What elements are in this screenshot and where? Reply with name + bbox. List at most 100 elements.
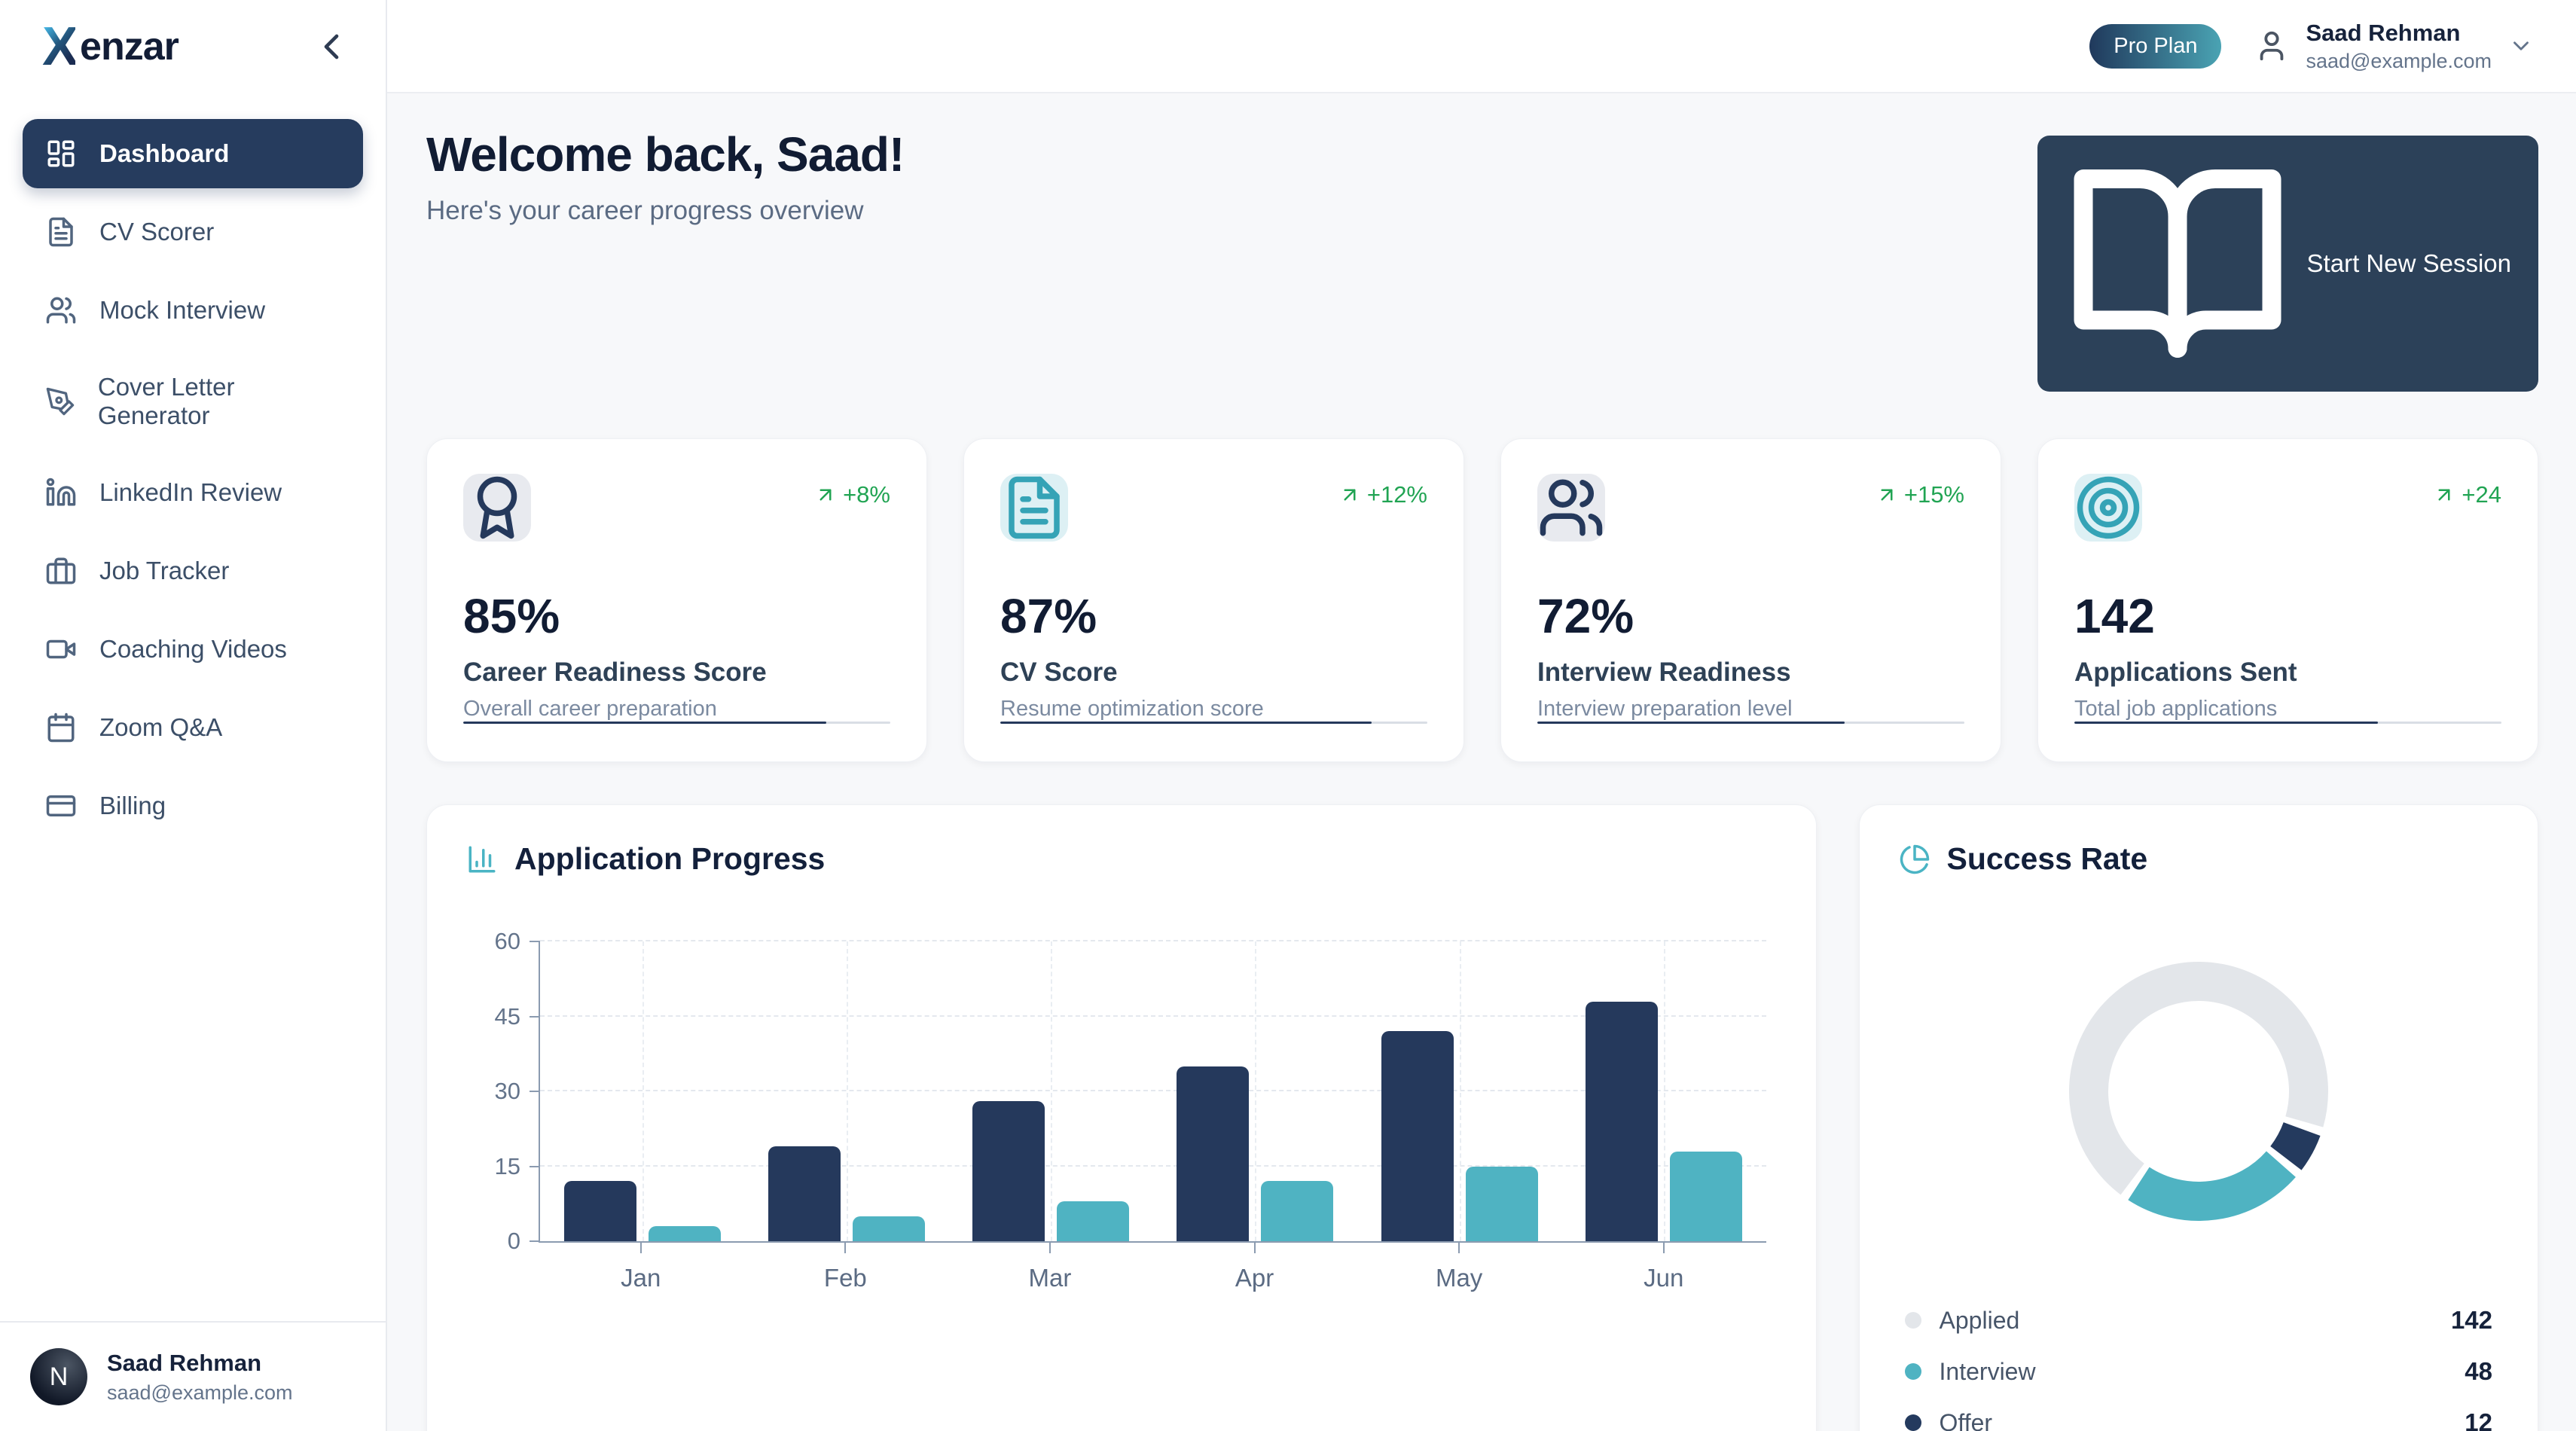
stat-progress-fill — [1000, 722, 1372, 724]
stat-value: 87% — [1000, 589, 1097, 643]
y-axis-tick-label: 30 — [494, 1078, 520, 1104]
x-axis-tick-label: Apr — [1235, 1264, 1274, 1292]
stat-value: 142 — [2074, 589, 2155, 643]
trend-value: +15% — [1903, 481, 1964, 508]
application-progress-card: Application Progress 0 15 30 45 60 Jan Feb Mar A… — [426, 804, 1817, 1431]
trend-value: +12% — [1366, 481, 1427, 508]
sidebar-nav: Dashboard CV Scorer Mock Interview Cover Le… — [0, 93, 386, 866]
bar-applications-jan — [563, 1181, 636, 1241]
pen-tool-icon — [45, 386, 75, 417]
profile-email: saad@example.com — [107, 1381, 293, 1404]
sidebar-item-dashboard[interactable]: Dashboard — [23, 119, 363, 188]
topbar-user-name: Saad Rehman — [2306, 19, 2461, 46]
users-icon — [45, 294, 77, 326]
application-progress-title: Application Progress — [514, 841, 826, 876]
logo-row: X enzar — [0, 0, 386, 93]
bar-chart-icon — [466, 844, 498, 875]
sidebar-item-label: Zoom Q&A — [99, 713, 223, 741]
chevron-left-icon — [310, 26, 353, 68]
avatar: N — [30, 1348, 87, 1405]
bar-interviews-apr — [1261, 1181, 1334, 1241]
book-open-icon — [2065, 151, 2291, 377]
legend-dot — [1904, 1312, 1921, 1329]
sidebar-item-label: Dashboard — [99, 139, 230, 167]
sidebar-collapse-button[interactable] — [310, 26, 353, 68]
sidebar-item-coaching-videos[interactable]: Coaching Videos — [23, 615, 363, 684]
stat-value: 85% — [463, 589, 560, 643]
sidebar-item-label: Billing — [99, 792, 166, 819]
stat-card: +8% 85% Career Readiness Score Overall care… — [426, 438, 927, 762]
stat-progress-fill — [1537, 722, 1845, 724]
brand-logo-x: X — [42, 17, 78, 77]
stat-card: +24 142 Applications Sent Total job applica… — [2037, 438, 2538, 762]
sidebar-item-cover-letter-generator[interactable]: Cover Letter Generator — [23, 354, 363, 449]
x-axis-tick-label: Mar — [1028, 1264, 1072, 1292]
sidebar-item-mock-interview[interactable]: Mock Interview — [23, 276, 363, 345]
bar-interviews-mar — [1057, 1201, 1130, 1241]
topbar-user-email: saad@example.com — [2306, 49, 2492, 72]
stat-progress-track — [1537, 722, 1964, 724]
donut-slice-offer — [2269, 1121, 2321, 1170]
bar-applications-mar — [972, 1101, 1045, 1241]
dashboard-content: Welcome back, Saad! Here's your career p… — [387, 93, 2576, 1431]
legend-value: 12 — [2465, 1408, 2492, 1431]
donut-slice-applied — [2068, 962, 2328, 1195]
stat-sublabel: Total job applications — [2074, 697, 2278, 721]
stat-progress-track — [2074, 722, 2501, 724]
pie-chart-icon — [1899, 844, 1930, 875]
trend-badge: +24 — [2433, 481, 2501, 508]
linkedin-icon — [45, 477, 77, 508]
legend-dot — [1904, 1363, 1921, 1380]
legend-label: Interview — [1939, 1357, 2036, 1385]
bar-interviews-jun — [1669, 1151, 1742, 1241]
sidebar-item-job-tracker[interactable]: Job Tracker — [23, 536, 363, 606]
target-icon — [2074, 474, 2142, 542]
sidebar-item-linkedin-review[interactable]: LinkedIn Review — [23, 458, 363, 527]
stat-progress-track — [463, 722, 890, 724]
arrow-up-right-icon — [814, 484, 837, 506]
start-new-session-button[interactable]: Start New Session — [2037, 136, 2538, 392]
legend-row-interview: Interview 48 — [1904, 1357, 2492, 1386]
bar-applications-feb — [768, 1146, 841, 1241]
sidebar-profile: N Saad Rehman saad@example.com — [0, 1321, 386, 1431]
sidebar-item-zoom-q-a[interactable]: Zoom Q&A — [23, 693, 363, 762]
stat-progress-fill — [463, 722, 826, 724]
legend-label: Offer — [1939, 1408, 1993, 1431]
profile-name: Saad Rehman — [107, 1349, 262, 1376]
bar-interviews-feb — [852, 1216, 925, 1241]
sidebar-item-billing[interactable]: Billing — [23, 771, 363, 841]
main-area: Pro Plan Saad Rehman saad@example.com We… — [387, 0, 2576, 1431]
credit-card-icon — [45, 790, 77, 822]
user-icon — [2254, 29, 2289, 63]
stat-sublabel: Overall career preparation — [463, 697, 717, 721]
arrow-up-right-icon — [1338, 484, 1361, 506]
arrow-up-right-icon — [1876, 484, 1898, 506]
users-icon — [1537, 474, 1605, 542]
stat-label: Interview Readiness — [1537, 658, 1791, 687]
y-axis-tick-label: 45 — [494, 1002, 520, 1030]
legend-row-applied: Applied 142 — [1904, 1306, 2492, 1335]
y-axis-tick-label: 60 — [494, 928, 520, 954]
x-axis-tick-label: Feb — [823, 1264, 867, 1292]
sidebar-item-cv-scorer[interactable]: CV Scorer — [23, 197, 363, 267]
x-axis-tick-label: Jun — [1644, 1264, 1684, 1292]
success-rate-legend: Applied 142 Interview 48 Offer 12 — [1899, 1306, 2498, 1431]
award-icon — [463, 474, 531, 542]
stat-label: Career Readiness Score — [463, 658, 767, 687]
stat-sublabel: Interview preparation level — [1537, 697, 1793, 721]
y-axis-tick-label: 0 — [507, 1228, 520, 1254]
bar-applications-may — [1381, 1031, 1454, 1241]
stats-grid: +8% 85% Career Readiness Score Overall care… — [426, 438, 2538, 762]
legend-dot — [1904, 1414, 1921, 1431]
stat-progress-fill — [2074, 722, 2378, 724]
application-progress-chart: 0 15 30 45 60 Jan Feb Mar Apr May Jun — [495, 928, 1766, 1292]
layout-dashboard-icon — [45, 138, 77, 169]
page-subtitle: Here's your career progress overview — [426, 196, 864, 225]
stat-card: +15% 72% Interview Readiness Interview prep… — [1500, 438, 2001, 762]
legend-value: 142 — [2450, 1306, 2492, 1334]
trend-value: +24 — [2462, 481, 2501, 508]
stat-sublabel: Resume optimization score — [1000, 697, 1264, 721]
sidebar-item-label: Coaching Videos — [99, 635, 287, 663]
bar-interviews-may — [1465, 1166, 1538, 1241]
user-menu[interactable]: Saad Rehman saad@example.com — [2254, 20, 2534, 73]
